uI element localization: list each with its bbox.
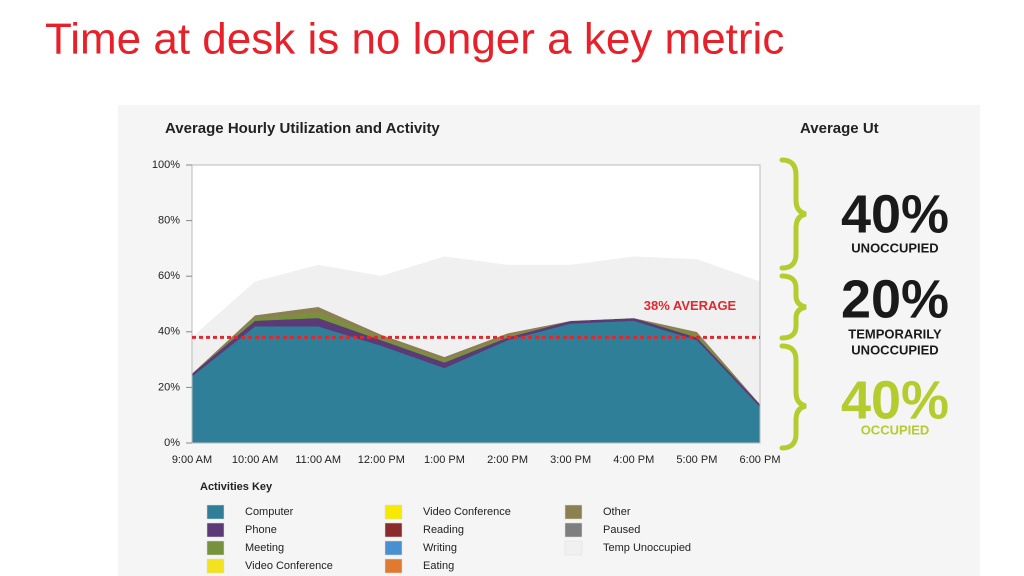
y-tick-label: 80%: [158, 215, 180, 227]
x-tick-label: 2:00 PM: [487, 454, 528, 466]
x-tick-label: 3:00 PM: [550, 454, 591, 466]
average-label: 38% AVERAGE: [644, 298, 737, 313]
x-tick-label: 9:00 AM: [172, 454, 212, 466]
legend-label: Phone: [245, 524, 277, 536]
legend-label: Reading: [423, 524, 464, 536]
braces: [779, 157, 807, 451]
legend-label: Writing: [423, 542, 457, 554]
legend-swatch: [384, 504, 403, 520]
x-tick-label: 11:00 AM: [295, 454, 341, 466]
block-label: OCCUPIED: [861, 422, 930, 437]
legend-label: Paused: [603, 524, 640, 536]
y-tick-label: 40%: [158, 326, 180, 338]
legend-swatch: [384, 522, 403, 538]
y-tick-label: 0%: [164, 437, 180, 449]
brace: [779, 273, 807, 341]
x-tick-label: 4:00 PM: [613, 454, 654, 466]
x-tick-label: 1:00 PM: [424, 454, 465, 466]
legend-label: Temp Unoccupied: [603, 542, 691, 554]
x-tick-label: 10:00 AM: [232, 454, 278, 466]
legend-swatch: [206, 540, 225, 556]
plot-frame: [191, 164, 761, 444]
x-tick-label: 6:00 PM: [740, 454, 781, 466]
legend-swatch: [206, 504, 225, 520]
legend-label: Computer: [245, 506, 294, 518]
x-tick-label: 12:00 PM: [358, 454, 405, 466]
y-tick-label: 60%: [158, 270, 180, 282]
block-label: UNOCCUPIED: [851, 240, 938, 255]
legend-swatch: [564, 504, 583, 520]
y-tick-label: 20%: [158, 381, 180, 393]
side-blocks: 40% UNOCCUPIED 20% TEMPORARILY UNOCCUPIE…: [841, 184, 949, 437]
chart-title: Average Hourly Utilization and Activity: [165, 120, 440, 137]
legend-swatch: [206, 558, 225, 574]
x-tick-label: 5:00 PM: [676, 454, 717, 466]
slide-title: Time at desk is no longer a key metric: [45, 15, 784, 64]
big-percent: 40%: [841, 370, 949, 430]
legend-swatch: [564, 540, 583, 556]
legend-title: Activities Key: [200, 481, 273, 493]
big-percent: 40%: [841, 184, 949, 244]
side-title: Average Ut: [800, 120, 879, 137]
block-label: TEMPORARILY: [848, 326, 942, 341]
block-label: UNOCCUPIED: [851, 342, 938, 357]
legend-label: Video Conference: [245, 560, 333, 572]
legend-swatch: [206, 522, 225, 538]
legend-label: Video Conference: [423, 506, 511, 518]
brace: [779, 343, 807, 451]
y-tick-label: 100%: [152, 159, 180, 171]
plot: 38% AVERAGE: [191, 164, 761, 444]
legend-label: Other: [603, 506, 631, 518]
legend-swatch: [384, 540, 403, 556]
legend-label: Meeting: [245, 542, 284, 554]
legend-swatch: [564, 522, 583, 538]
big-percent: 20%: [841, 269, 949, 329]
brace: [779, 157, 807, 271]
legend-label: Eating: [423, 560, 454, 572]
legend-swatch: [384, 558, 403, 574]
